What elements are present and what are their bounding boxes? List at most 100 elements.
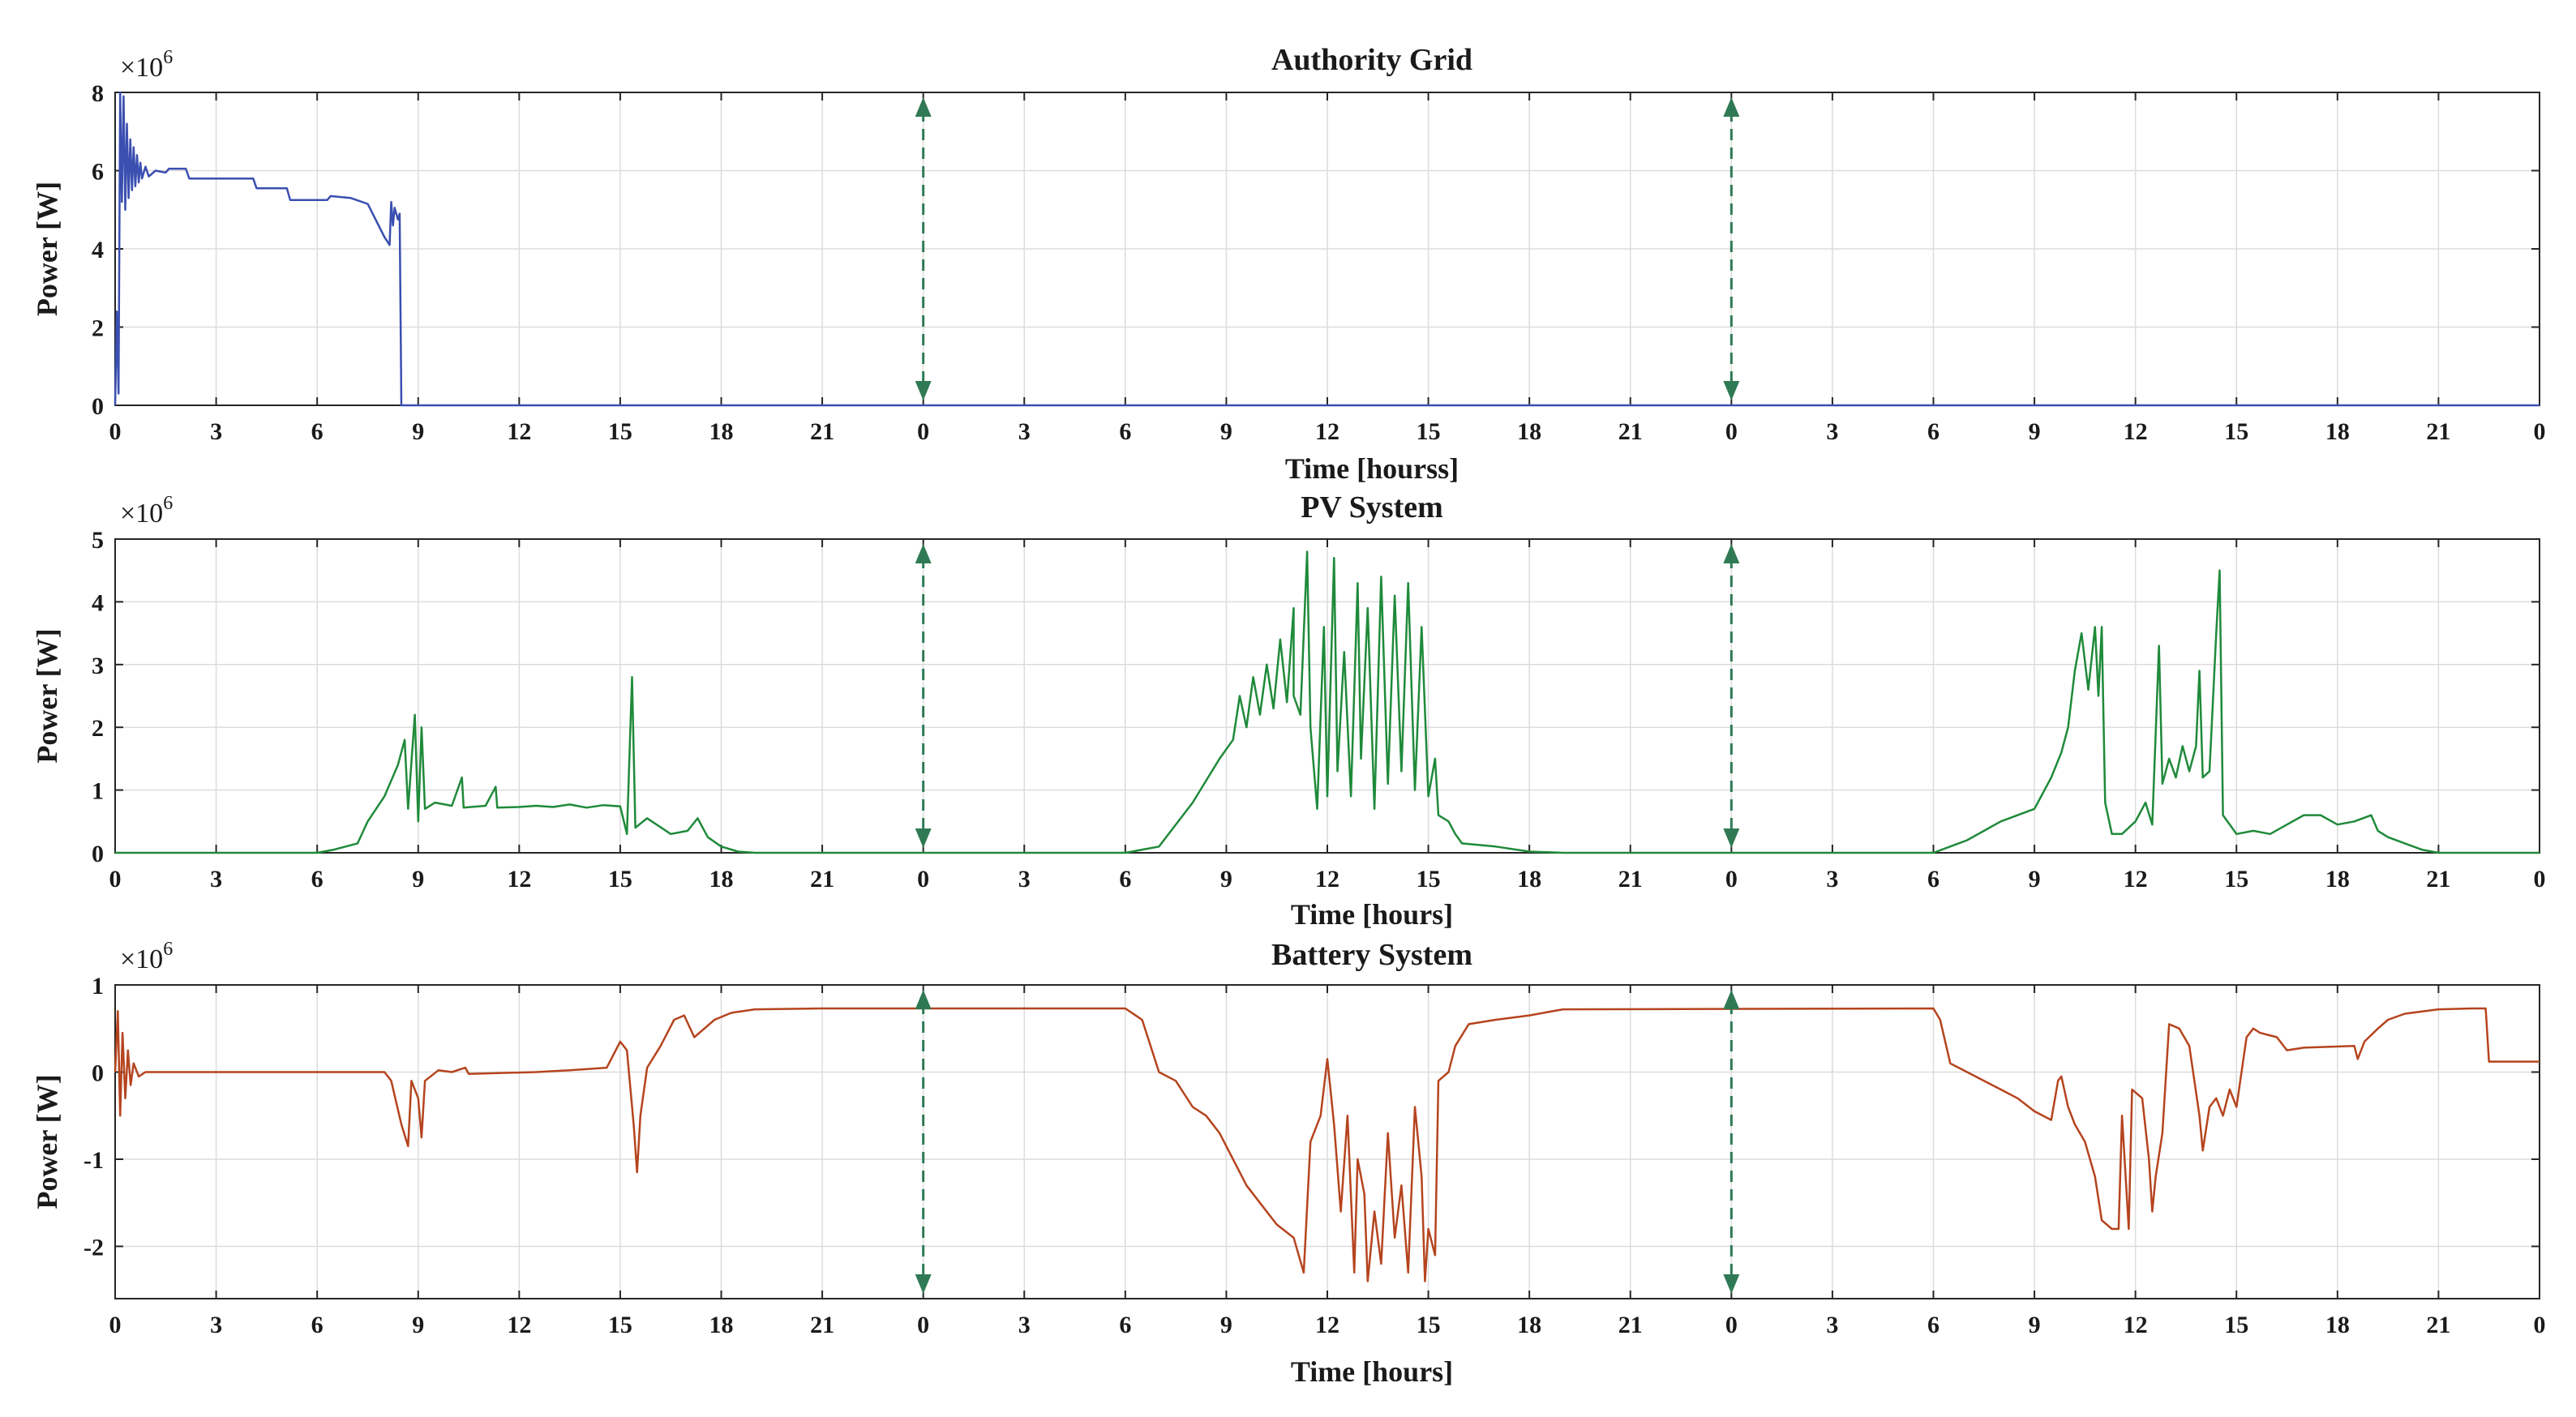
x-tick-label: 6 [311, 418, 324, 445]
x-tick-label: 3 [1826, 418, 1838, 445]
x-tick-label: 0 [1725, 866, 1738, 893]
x-tick-label: 18 [709, 866, 734, 893]
x-tick-label: 21 [2426, 418, 2450, 445]
x-tick-label: 9 [412, 418, 424, 445]
x-tick-label: 0 [109, 1312, 122, 1338]
x-tick-label: 0 [917, 1312, 929, 1338]
x-tick-label: 21 [2426, 1312, 2450, 1338]
x-axis-label: Time [hours] [1291, 1355, 1453, 1388]
x-tick-label: 9 [2029, 1312, 2041, 1338]
x-tick-label: 18 [1517, 418, 1541, 445]
y-tick-label: 0 [92, 841, 104, 867]
arrow-up-icon [1723, 990, 1740, 1009]
x-tick-label: 6 [1119, 866, 1131, 893]
x-tick-label: 18 [1517, 866, 1541, 893]
x-tick-label: 9 [412, 866, 424, 893]
y-exponent-label: ×106 [120, 47, 173, 83]
x-tick-label: 12 [1315, 418, 1339, 445]
x-tick-label: 3 [210, 418, 222, 445]
x-tick-label: 18 [1517, 1312, 1541, 1338]
x-tick-label: 21 [810, 418, 834, 445]
x-tick-label: 3 [210, 1312, 222, 1338]
x-tick-label: 0 [917, 418, 929, 445]
arrow-down-icon [915, 381, 932, 400]
arrow-up-icon [1723, 97, 1740, 117]
grid [114, 92, 2540, 406]
y-exponent-label: ×106 [120, 939, 173, 974]
panel-title: Battery System [1271, 938, 1472, 972]
arrow-down-icon [1723, 381, 1740, 400]
x-tick-label: 21 [810, 866, 834, 893]
series-line [114, 91, 2540, 407]
y-tick-label: 0 [92, 393, 104, 420]
arrow-down-icon [1723, 1274, 1740, 1294]
x-tick-label: 9 [1220, 418, 1232, 445]
x-tick-label: 0 [109, 418, 122, 445]
x-tick-label: 6 [311, 1312, 324, 1338]
x-tick-label: 15 [1417, 866, 1441, 893]
day-boundary-marker [915, 97, 932, 400]
x-tick-label: 15 [2224, 418, 2248, 445]
day-boundary-marker [915, 990, 932, 1294]
x-tick-label: 15 [608, 1312, 632, 1338]
x-tick-label: 3 [210, 866, 222, 893]
y-tick-label: 8 [92, 80, 104, 107]
day-boundary-marker [1723, 990, 1740, 1294]
x-tick-label: 6 [1119, 418, 1131, 445]
x-tick-label: 9 [1220, 866, 1232, 893]
x-tick-label: 12 [2124, 1312, 2148, 1338]
arrow-down-icon [915, 828, 932, 848]
x-tick-label: 3 [1018, 866, 1031, 893]
x-axis-label: Time [hours] [1291, 898, 1453, 931]
grid [114, 984, 2540, 1299]
x-tick-label: 0 [2534, 418, 2546, 445]
x-tick-label: 18 [2325, 418, 2350, 445]
panel-2: 0 3 6 9 12 15 18 21 0 3 6 9 12 15 18 21 0 3 6 9 12 15 18 21 0012… [31, 490, 2546, 931]
x-tick-label: 3 [1018, 418, 1031, 445]
arrow-up-icon [915, 990, 932, 1009]
x-tick-label: 12 [1315, 866, 1339, 893]
y-tick-label: 3 [92, 653, 104, 679]
x-tick-label: 15 [608, 418, 632, 445]
x-tick-label: 12 [507, 418, 531, 445]
y-tick-label: -2 [84, 1235, 104, 1261]
x-tick-label: 21 [1618, 866, 1643, 893]
x-tick-label: 9 [2029, 866, 2041, 893]
y-axis-label: Power [W] [31, 628, 63, 763]
day-boundary-marker [915, 544, 932, 848]
y-tick-label: 2 [92, 715, 104, 742]
x-tick-label: 0 [2534, 1312, 2546, 1338]
x-tick-label: 15 [608, 866, 632, 893]
panel-3: 0 3 6 9 12 15 18 21 0 3 6 9 12 15 18 21 0 3 6 9 12 15 18 21 0 -2 -… [31, 938, 2546, 1388]
x-tick-label: 0 [1725, 418, 1738, 445]
y-exponent-power: 6 [163, 47, 173, 68]
x-tick-label: 12 [507, 1312, 531, 1338]
x-tick-label: 15 [1417, 1312, 1441, 1338]
y-tick-label: 2 [92, 315, 104, 342]
y-tick-label: 1 [92, 973, 104, 1000]
y-exponent-label: ×106 [120, 493, 173, 529]
y-axis-label: Power [W] [31, 182, 63, 316]
x-tick-label: 12 [2124, 866, 2148, 893]
x-tick-label: 12 [2124, 418, 2148, 445]
day-boundary-marker [1723, 544, 1740, 848]
x-tick-label: 18 [2325, 1312, 2350, 1338]
y-exponent-power: 6 [163, 493, 173, 514]
x-tick-label: 3 [1826, 1312, 1838, 1338]
x-tick-label: 6 [1927, 418, 1940, 445]
x-tick-label: 0 [2534, 866, 2546, 893]
x-tick-label: 15 [2224, 1312, 2248, 1338]
x-tick-label: 0 [917, 866, 929, 893]
x-tick-label: 6 [1927, 866, 1940, 893]
x-tick-label: 15 [2224, 866, 2248, 893]
panel-1: 0 3 6 9 12 15 18 21 0 3 6 9 12 15 18 21 0 3 6 9 12 15 18 21 0024… [31, 43, 2546, 485]
series-line [114, 1007, 2540, 1282]
y-tick-label: 0 [92, 1060, 104, 1087]
arrow-down-icon [915, 1274, 932, 1294]
x-tick-label: 21 [2426, 866, 2450, 893]
series-line [115, 550, 2540, 854]
x-tick-label: 0 [1725, 1312, 1738, 1338]
x-tick-label: 6 [311, 866, 324, 893]
x-tick-label: 6 [1927, 1312, 1940, 1338]
arrow-up-icon [1723, 544, 1740, 563]
